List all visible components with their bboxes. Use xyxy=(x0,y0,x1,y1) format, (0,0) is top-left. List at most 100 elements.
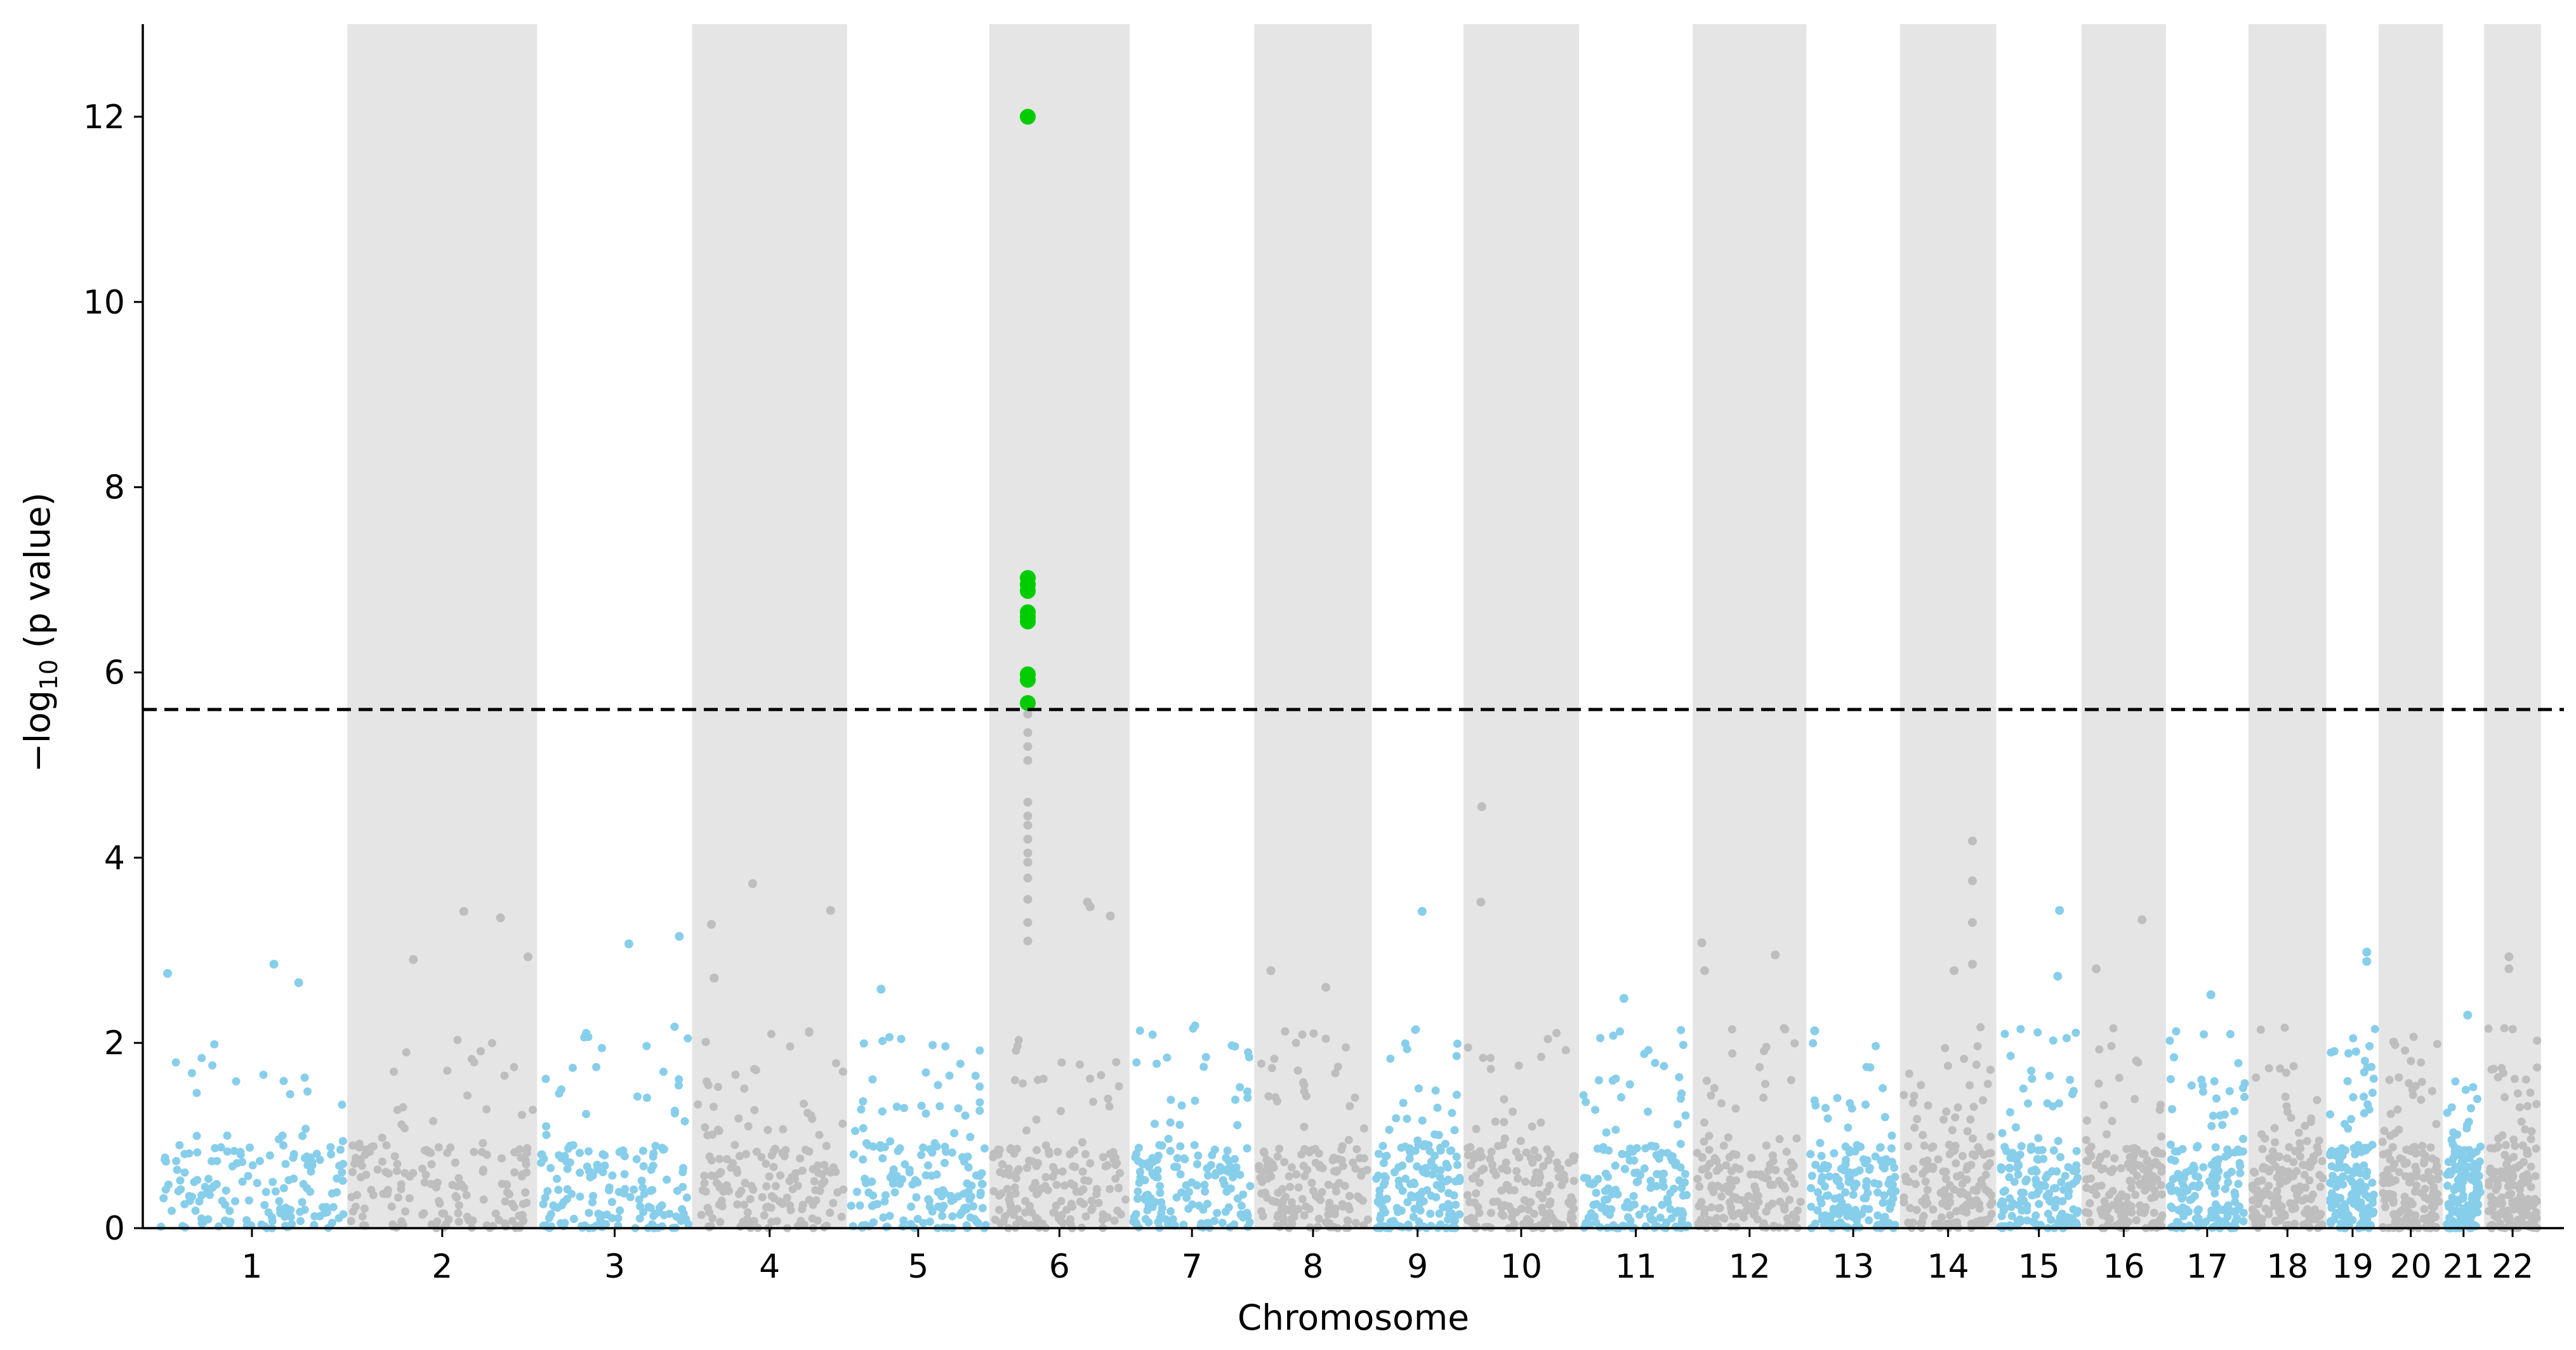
snp-point xyxy=(750,1064,759,1073)
snp-point xyxy=(1981,1218,1990,1227)
snp-point xyxy=(1522,1215,1531,1224)
snp-point xyxy=(859,1039,868,1048)
snp-cloud-chr12 xyxy=(1693,1024,1805,1233)
snp-point xyxy=(2411,1162,2420,1171)
snp-point xyxy=(2526,1135,2535,1144)
snp-point xyxy=(2461,1085,2470,1094)
snp-point xyxy=(2385,1075,2394,1084)
snp-point xyxy=(2199,1087,2208,1096)
snp-point xyxy=(607,1214,616,1222)
snp-point xyxy=(505,1190,514,1199)
snp-point xyxy=(265,1151,274,1160)
snp-point xyxy=(1026,1201,1034,1210)
snp-point xyxy=(779,1125,788,1134)
snp-point xyxy=(2394,1125,2403,1134)
snp-point xyxy=(941,1042,950,1051)
snp-point xyxy=(2526,1162,2535,1171)
snp-point xyxy=(1436,1166,1445,1175)
snp-point xyxy=(2394,1209,2403,1218)
snp-point xyxy=(2259,1191,2268,1200)
snp-point xyxy=(1874,1180,1883,1189)
snp-point xyxy=(2193,1142,2202,1151)
snp-point xyxy=(708,1214,717,1222)
snp-point xyxy=(899,1216,908,1225)
snp-point xyxy=(791,1174,800,1183)
snp-point xyxy=(1230,1155,1239,1163)
snp-point xyxy=(2532,1100,2541,1109)
snp-point xyxy=(633,1092,642,1101)
snp-point xyxy=(1052,1201,1060,1210)
snp-point xyxy=(1877,1156,1886,1165)
snp-point xyxy=(2049,1036,2057,1045)
snp-point xyxy=(1463,1151,1472,1160)
snp-point xyxy=(2380,1127,2389,1135)
snp-point xyxy=(171,1058,180,1067)
snp-point xyxy=(1470,1198,1479,1207)
snp-point xyxy=(2167,1202,2176,1211)
snp-point xyxy=(2239,1208,2248,1217)
snp-point xyxy=(620,1170,629,1179)
snp-point xyxy=(1263,1193,1272,1202)
x-tick-label-9: 9 xyxy=(1407,1248,1428,1286)
snp-point xyxy=(1702,1076,1711,1085)
snp-point xyxy=(672,1212,681,1221)
snp-point xyxy=(1246,1182,1255,1191)
snp-point xyxy=(1917,1222,1925,1231)
snp-point xyxy=(703,1077,711,1086)
snp-point xyxy=(970,1215,979,1224)
snp-point xyxy=(593,1165,602,1174)
snp-point xyxy=(2360,1057,2369,1066)
snp-point xyxy=(2305,1176,2314,1185)
snp-point xyxy=(1413,1162,1422,1171)
snp-point xyxy=(934,1081,942,1090)
snp-point xyxy=(1546,1197,1555,1206)
snp-point xyxy=(565,1158,574,1167)
snp-point xyxy=(1710,1154,1719,1163)
snp-point xyxy=(786,1042,795,1051)
snp-point xyxy=(539,1200,548,1208)
snp-point xyxy=(1220,1165,1229,1174)
snp-point xyxy=(582,1109,591,1118)
snp-point xyxy=(659,1145,668,1154)
notable-snp-point xyxy=(706,920,716,929)
snp-point xyxy=(355,1143,364,1152)
snp-point xyxy=(1233,1121,1242,1130)
snp-point xyxy=(2270,1201,2279,1210)
snp-cloud-chr14 xyxy=(1899,1023,1997,1233)
snp-point xyxy=(1258,1212,1267,1221)
snp-point xyxy=(373,1165,382,1174)
snp-point xyxy=(2190,1164,2199,1173)
snp-point xyxy=(1099,1153,1107,1161)
snp-point xyxy=(1604,1172,1613,1181)
snp-point xyxy=(426,1179,435,1188)
notable-snp-point xyxy=(1417,906,1427,916)
snp-point xyxy=(2294,1128,2303,1137)
snp-point xyxy=(1359,1154,1368,1163)
snp-point xyxy=(1956,1189,1965,1198)
snp-point xyxy=(941,1158,949,1167)
snp-point xyxy=(1444,1189,1453,1198)
snp-point xyxy=(1851,1205,1859,1214)
notable-snp-point xyxy=(1619,994,1628,1003)
notable-snp-point xyxy=(876,984,886,994)
snp-point xyxy=(1679,1040,1688,1049)
snp-point xyxy=(1709,1188,1718,1196)
notable-snp-point xyxy=(1477,802,1486,812)
snp-point xyxy=(2129,1166,2137,1175)
snp-point xyxy=(1924,1101,1932,1110)
snp-point xyxy=(1807,1184,1816,1193)
snp-point xyxy=(2424,1168,2433,1177)
snp-point xyxy=(2069,1167,2078,1175)
snp-point xyxy=(659,1068,668,1076)
snp-point xyxy=(1406,1180,1415,1189)
snp-point xyxy=(454,1208,463,1217)
snp-point xyxy=(454,1217,463,1226)
snp-point xyxy=(2016,1215,2024,1224)
snp-point xyxy=(1067,1200,1076,1208)
snp-point xyxy=(954,1104,963,1113)
snp-point xyxy=(1873,1188,1882,1197)
snp-point xyxy=(1331,1205,1340,1214)
snp-point xyxy=(1609,1031,1618,1040)
snp-point xyxy=(1873,1211,1882,1220)
snp-point xyxy=(2035,1200,2044,1208)
